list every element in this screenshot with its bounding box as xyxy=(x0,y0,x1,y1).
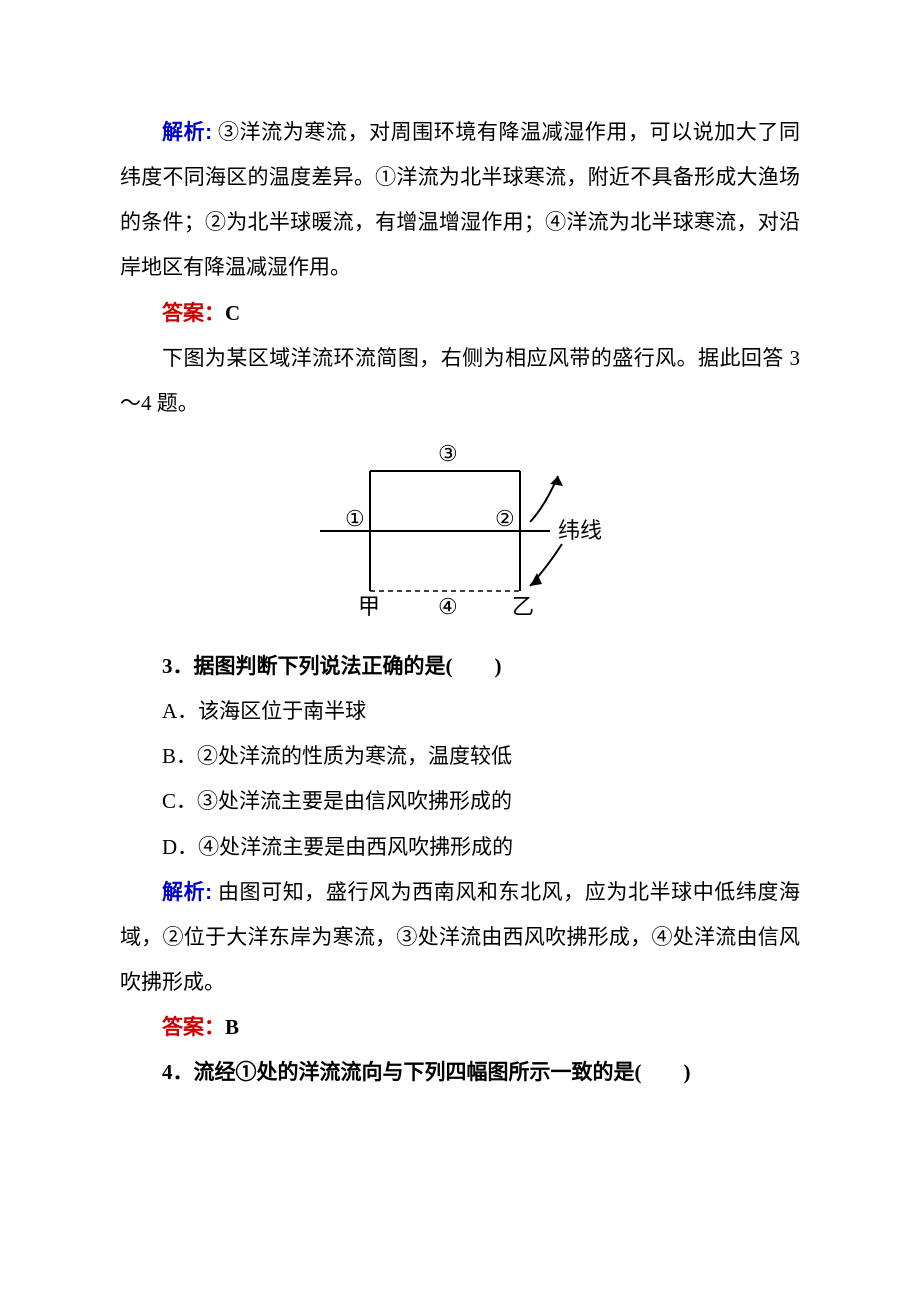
wind-arrowhead-upper xyxy=(550,476,563,486)
label-jia: 甲 xyxy=(358,594,380,619)
label-left: ① xyxy=(345,506,365,531)
q3-stem: 3．据图判断下列说法正确的是( ) xyxy=(120,644,800,689)
label-top: ③ xyxy=(438,441,458,466)
analysis-label-2: 解析: xyxy=(162,881,212,904)
answer-label-1: 答案： xyxy=(162,302,225,325)
answer-value-2: B xyxy=(225,1015,239,1039)
label-bottom: ④ xyxy=(438,594,458,619)
answer-label-2: 答案： xyxy=(162,1016,225,1039)
label-right: ② xyxy=(495,506,515,531)
ocean-current-diagram: ③ ① ② ④ 甲 乙 纬线 xyxy=(290,436,630,626)
q3-option-b: B．②处洋流的性质为寒流，温度较低 xyxy=(120,734,800,779)
analysis-label-1: 解析: xyxy=(162,121,212,144)
answer-2: 答案：B xyxy=(120,1005,800,1050)
q3-option-a: A．该海区位于南半球 xyxy=(120,689,800,734)
diagram-container: ③ ① ② ④ 甲 乙 纬线 xyxy=(120,436,800,626)
label-latitude: 纬线 xyxy=(558,518,602,543)
passage-intro: 下图为某区域洋流环流简图，右侧为相应风带的盛行风。据此回答 3～4 题。 xyxy=(120,336,800,426)
analysis-text-1: ③洋流为寒流，对周围环境有降温减湿作用，可以说加大了同纬度不同海区的温度差异。①… xyxy=(120,120,800,279)
label-yi: 乙 xyxy=(512,594,534,619)
q3-option-c: C．③处洋流主要是由信风吹拂形成的 xyxy=(120,779,800,824)
answer-1: 答案：C xyxy=(120,291,800,336)
analysis-2: 解析: 由图可知，盛行风为西南风和东北风，应为北半球中低纬度海域，②位于大洋东岸… xyxy=(120,870,800,1005)
analysis-text-2: 由图可知，盛行风为西南风和东北风，应为北半球中低纬度海域，②位于大洋东岸为寒流，… xyxy=(120,880,800,994)
answer-value-1: C xyxy=(225,301,240,325)
analysis-1: 解析: ③洋流为寒流，对周围环境有降温减湿作用，可以说加大了同纬度不同海区的温度… xyxy=(120,110,800,291)
q4-stem: 4．流经①处的洋流流向与下列四幅图所示一致的是( ) xyxy=(120,1050,800,1095)
q3-option-d: D．④处洋流主要是由西风吹拂形成的 xyxy=(120,825,800,870)
